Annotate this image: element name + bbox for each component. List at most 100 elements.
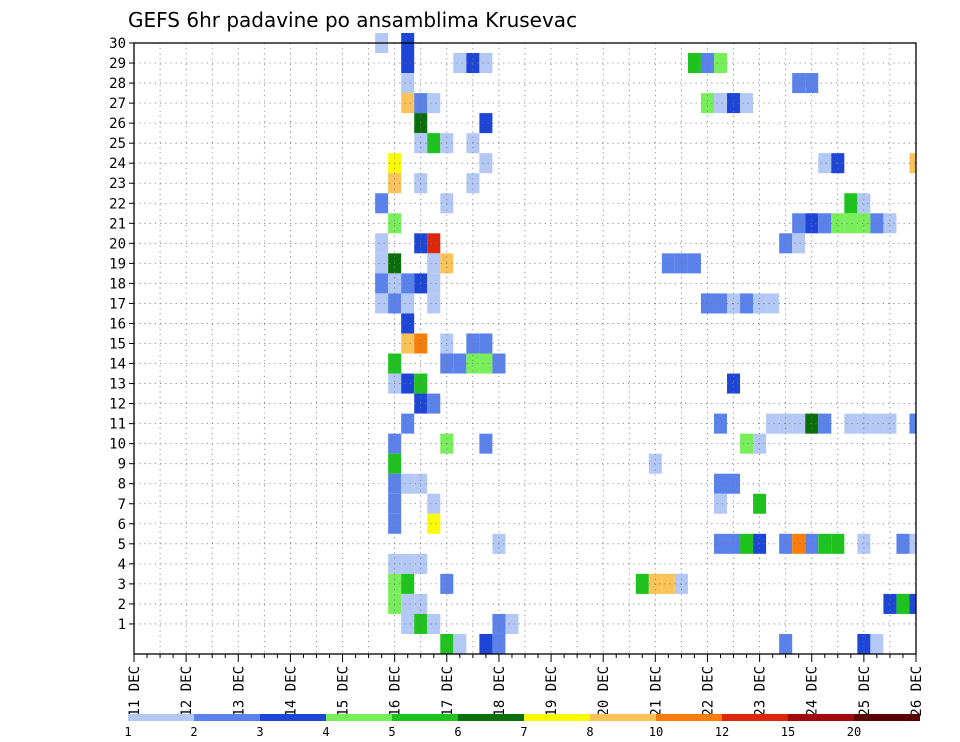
heat-cell: [857, 193, 871, 214]
heat-cell: [375, 293, 389, 314]
colorbar-swatch: [590, 714, 656, 721]
y-tick-label: 22: [109, 196, 126, 212]
heat-cell: [492, 633, 506, 654]
y-axis: 1234567891011121314151617181920212223242…: [109, 36, 134, 633]
heat-cell: [740, 433, 754, 454]
heat-cell: [909, 153, 916, 174]
x-tick-label: 11 DEC: [127, 666, 143, 717]
heat-cell: [870, 413, 884, 434]
plot-frame: [133, 42, 917, 655]
heat-cell: [740, 293, 754, 314]
x-tick-label: 24 DEC: [805, 666, 821, 717]
heat-cell: [844, 213, 858, 234]
heat-cell: [401, 293, 415, 314]
heat-cell: [700, 53, 714, 74]
y-tick-label: 11: [109, 417, 126, 433]
heat-cell: [479, 333, 493, 354]
heat-cell: [427, 273, 441, 294]
heat-cell: [427, 233, 441, 254]
heat-cell: [479, 633, 493, 654]
heat-cell: [401, 273, 415, 294]
heat-cell: [661, 253, 675, 274]
heat-cell: [818, 153, 832, 174]
y-tick-label: 12: [109, 397, 126, 413]
x-tick-label: 19 DEC: [544, 666, 560, 717]
heat-cell: [401, 413, 415, 434]
heat-cell: [713, 93, 728, 114]
heat-cell: [805, 213, 819, 234]
x-tick-label: 15 DEC: [336, 666, 352, 717]
heat-cell: [857, 213, 871, 234]
x-axis: 11 DEC 12 DEC 13 DEC 14 DEC 15 DEC 16 DEC 17 D…: [127, 654, 925, 717]
heat-cell: [479, 113, 493, 134]
heat-cell: [661, 573, 675, 594]
x-tick-label: 18 DEC: [492, 666, 508, 717]
colorbar-label: 2: [190, 725, 197, 739]
heat-cell: [766, 413, 780, 434]
heat-cell: [792, 213, 806, 234]
colorbar-label: 20: [847, 725, 861, 739]
heat-cell: [375, 233, 389, 254]
y-tick-label: 23: [109, 176, 126, 192]
heat-cell: [909, 533, 916, 554]
heat-cell: [805, 533, 819, 554]
heat-cell: [713, 473, 728, 494]
heat-cell: [401, 573, 415, 594]
heat-cell: [427, 133, 441, 154]
heat-cell: [740, 93, 754, 114]
heat-cell: [896, 533, 910, 554]
colorbar-label: 15: [781, 725, 795, 739]
colorbar-label: 12: [715, 725, 729, 739]
heat-cell: [831, 213, 845, 234]
grid-layer: [134, 42, 916, 654]
heat-cell: [401, 73, 415, 94]
colorbar: 1 2 3 4 5 6 7 8 10 12 15 20: [124, 714, 920, 739]
colorbar-label: 7: [520, 725, 527, 739]
heat-cell: [375, 193, 389, 214]
chart-title: GEFS 6hr padavine po ansamblima Krusevac: [128, 8, 577, 32]
y-tick-label: 28: [109, 76, 126, 92]
heat-cell: [753, 533, 767, 554]
heat-cell: [479, 53, 493, 74]
heat-cell: [401, 473, 415, 494]
colorbar-label: 8: [586, 725, 593, 739]
colorbar-swatch: [326, 714, 392, 721]
heat-cell: [792, 413, 806, 434]
x-tick-label: 13 DEC: [231, 666, 247, 717]
y-tick-label: 1: [118, 617, 126, 633]
heat-cell: [401, 333, 415, 354]
heat-cell: [479, 353, 493, 374]
y-tick-label: 3: [118, 577, 126, 593]
heat-cell: [648, 453, 662, 474]
heat-cell: [401, 53, 415, 74]
heat-cell: [635, 573, 649, 594]
heat-cell: [909, 413, 916, 434]
y-tick-label: 16: [109, 316, 126, 332]
heat-cell: [427, 253, 441, 274]
colorbar-swatch: [854, 714, 920, 721]
heat-cell: [740, 533, 754, 554]
heat-cell: [700, 93, 714, 114]
heat-cell: [453, 53, 467, 74]
x-tick-label: 26 DEC: [909, 666, 925, 717]
colorbar-label: 1: [124, 725, 131, 739]
colorbar-label: 6: [454, 725, 461, 739]
y-tick-label: 13: [109, 377, 126, 393]
y-tick-label: 25: [109, 136, 126, 152]
heat-cell: [687, 253, 701, 274]
colorbar-swatch: [260, 714, 326, 721]
heat-cell: [401, 613, 415, 634]
heat-cell: [883, 213, 897, 234]
colorbar-swatch: [788, 714, 854, 721]
heat-cell: [427, 93, 441, 114]
heat-cell: [727, 93, 741, 114]
heat-cell: [453, 353, 467, 374]
x-tick-label: 23 DEC: [753, 666, 769, 717]
y-tick-label: 26: [109, 116, 126, 132]
heat-cell: [909, 593, 916, 614]
heat-cell: [857, 533, 871, 554]
colorbar-label: 10: [649, 725, 663, 739]
colorbar-swatch: [524, 714, 590, 721]
heat-cell: [713, 413, 728, 434]
colorbar-swatch: [458, 714, 524, 721]
